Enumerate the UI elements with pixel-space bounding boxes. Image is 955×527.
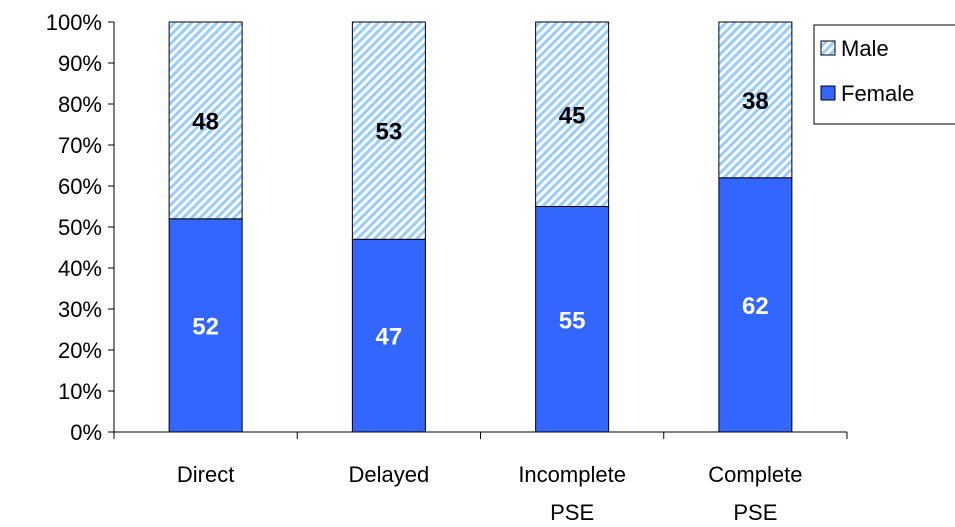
x-category-label: Delayed [349,462,430,487]
data-label-female-3: 62 [742,293,769,320]
y-tick-label: 10% [58,379,102,404]
legend: Male Female [813,24,955,125]
legend-box [813,24,955,125]
bar-female-0 [168,218,243,433]
y-tick-label: 70% [58,133,102,158]
y-tick-label: 20% [58,338,102,363]
bar-female-2 [535,206,610,433]
x-category-label: PSE [550,500,594,525]
bar-male-2 [535,21,610,207]
data-label-female-2: 55 [559,307,586,334]
x-axis: Direct Delayed Incomplete PSE Complete PSE [113,431,848,525]
y-tick-label: 80% [58,92,102,117]
legend-swatch-male [820,40,836,56]
x-category-label: Complete [708,462,802,487]
data-label-male-0: 48 [192,108,219,135]
data-label-female-1: 47 [376,324,403,351]
data-label-male-2: 45 [559,102,586,129]
x-category-label: PSE [733,500,777,525]
plot-area: 52 48 47 53 55 45 62 38 [168,21,793,433]
x-category-label: Incomplete [518,462,626,487]
y-tick-label: 100% [46,10,102,35]
bar-male-0 [168,21,243,220]
y-tick-label: 50% [58,215,102,240]
y-axis: 0% 10% 20% 30% 40% 50% 60% 70% 80% 90% 100% [46,10,115,445]
y-tick-label: 0% [70,420,102,445]
y-tick-label: 30% [58,297,102,322]
data-label-female-0: 52 [192,313,219,340]
data-label-male-1: 53 [376,119,403,146]
x-category-label: Direct [177,462,234,487]
legend-label-female: Female [841,81,914,106]
legend-label-male: Male [841,36,889,61]
data-label-male-3: 38 [742,88,769,115]
bar-male-1 [351,21,426,240]
y-tick-label: 40% [58,256,102,281]
y-tick-label: 60% [58,174,102,199]
y-tick-label: 90% [58,51,102,76]
bar-male-3 [718,21,793,179]
legend-swatch-female [820,85,836,101]
